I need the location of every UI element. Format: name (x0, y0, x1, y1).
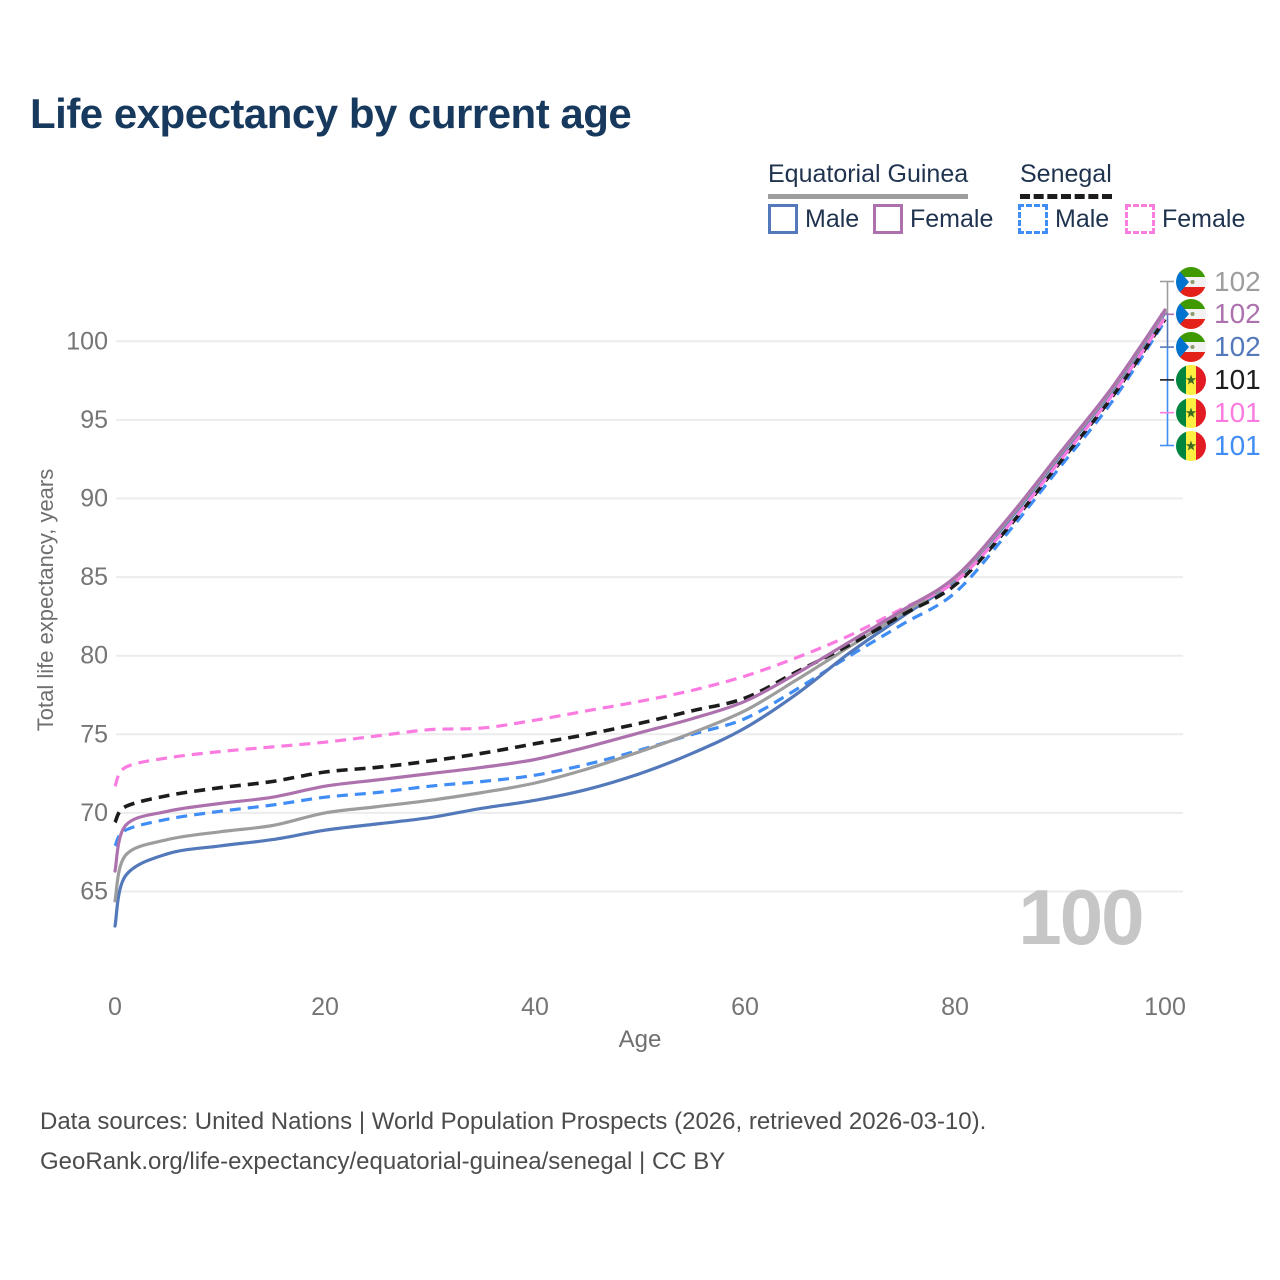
end-label-row-sn-3: 101 (1176, 364, 1261, 396)
y-tick-label: 65 (80, 878, 108, 906)
y-tick-label: 85 (80, 563, 108, 591)
dashed-blue-swatch-icon (1018, 204, 1048, 234)
end-label-value: 102 (1214, 298, 1261, 330)
end-label-value: 101 (1214, 429, 1261, 461)
x-tick-label: 60 (731, 993, 759, 1021)
legend-item-label: Female (910, 204, 994, 233)
series-line-sn-female[interactable] (113, 316, 1167, 787)
senegal-flag-icon (1176, 397, 1206, 428)
page-title: Life expectancy by current age (30, 90, 632, 137)
end-label-row-gq-2: 102 (1176, 331, 1261, 363)
x-tick-label: 40 (521, 993, 549, 1021)
end-label-row-sn-5: 101 (1176, 430, 1261, 462)
y-tick-label: 70 (80, 799, 108, 827)
legend-item-sn-female[interactable]: Female (1125, 204, 1245, 234)
equatorial-guinea-flag-icon (1176, 299, 1206, 330)
series-line-sn-male[interactable] (113, 320, 1167, 847)
footer-attribution-link[interactable]: GeoRank.org/life-expectancy/equatorial-g… (40, 1148, 726, 1175)
end-label-row-gq-1: 102 (1176, 298, 1261, 330)
senegal-flag-icon (1176, 430, 1206, 461)
x-axis-title: Age (618, 1026, 662, 1053)
end-label-value: 101 (1214, 363, 1261, 395)
x-tick-label: 20 (311, 993, 339, 1021)
y-tick-label: 75 (80, 720, 108, 748)
end-label-value: 102 (1214, 265, 1261, 297)
legend-group-label: Equatorial Guinea (768, 160, 969, 188)
x-tick-label: 0 (108, 993, 122, 1021)
age-counter-watermark: 100 (1018, 873, 1144, 961)
dashed-pink-swatch-icon (1125, 204, 1155, 234)
y-tick-label: 90 (80, 485, 108, 513)
legend-item-sn-male[interactable]: Male (1018, 204, 1109, 234)
equatorial-guinea-flag-icon (1176, 332, 1206, 363)
legend-group-label: Senegal (1020, 160, 1112, 188)
solid-purple-swatch-icon (873, 204, 903, 234)
legend-group-equatorial-guinea: Equatorial Guinea (768, 160, 969, 199)
series-line-sn-both[interactable] (113, 318, 1167, 824)
end-label-value: 102 (1214, 331, 1261, 363)
solid-blue-swatch-icon (768, 204, 798, 234)
y-tick-label: 95 (80, 406, 108, 434)
end-label-row-gq-0: 102 (1176, 266, 1261, 298)
footer-data-sources: Data sources: United Nations | World Pop… (40, 1108, 987, 1135)
legend-item-gq-male[interactable]: Male (768, 204, 859, 234)
y-tick-label: 100 (66, 327, 108, 355)
end-label-value: 101 (1214, 396, 1261, 428)
x-tick-label: 80 (941, 993, 969, 1021)
y-tick-label: 80 (80, 642, 108, 670)
series-line-gq-female[interactable] (113, 308, 1167, 873)
legend-item-gq-female[interactable]: Female (873, 204, 993, 234)
x-tick-label: 100 (1144, 993, 1186, 1021)
equatorial-guinea-flag-icon (1176, 266, 1206, 297)
legend-item-label: Male (1055, 204, 1110, 233)
senegal-flag-icon (1176, 364, 1206, 395)
legend-item-label: Female (1162, 204, 1246, 233)
series-line-gq-male[interactable] (113, 311, 1167, 928)
legend-item-label: Male (805, 204, 860, 233)
legend-group-senegal: Senegal (1020, 160, 1112, 199)
end-label-row-sn-4: 101 (1176, 397, 1261, 429)
y-axis-title: Total life expectancy, years (33, 468, 58, 732)
